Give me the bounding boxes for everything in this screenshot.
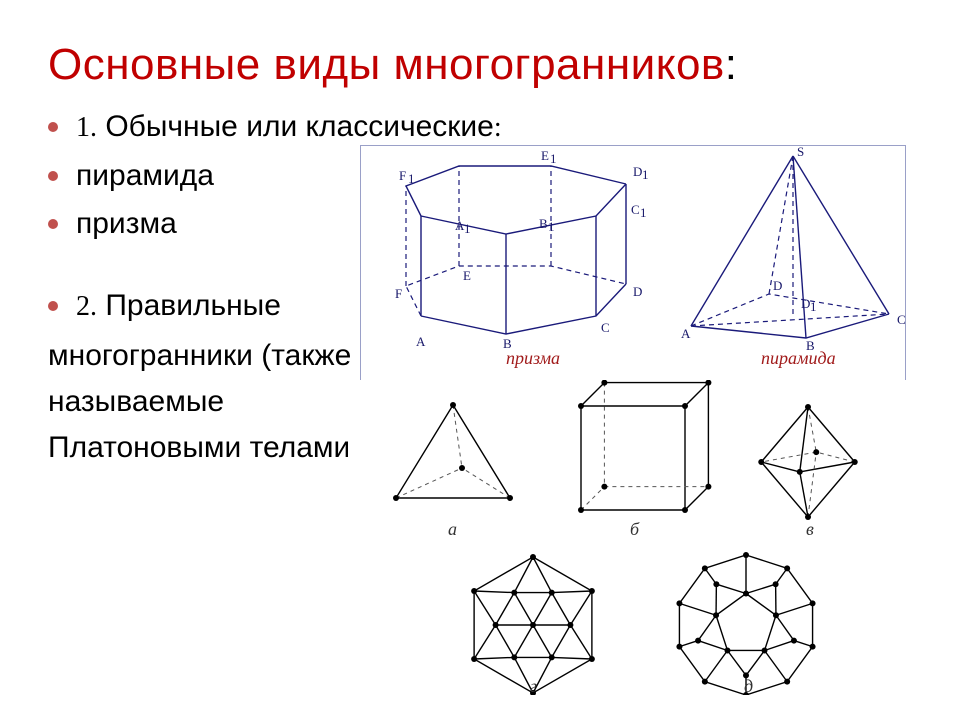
svg-text:б: б	[630, 519, 640, 539]
bullet-icon	[48, 301, 58, 311]
svg-text:пирамида: пирамида	[761, 348, 836, 368]
svg-text:1: 1	[408, 171, 415, 186]
svg-text:S: S	[797, 146, 804, 159]
svg-text:E: E	[463, 268, 471, 283]
figure-prism-pyramid: ABCDEFA1B1C1D1E1F1призмаABCDSD1пирамида	[360, 145, 906, 382]
line-a-1: многогранники	[48, 339, 261, 372]
item-2: 2. Правильные	[76, 287, 281, 326]
list-item: 1. Обычные или классические:	[48, 108, 608, 147]
item-1-text: Обычные или классические	[97, 110, 494, 143]
svg-text:д: д	[744, 676, 753, 695]
svg-text:1: 1	[548, 219, 555, 234]
line-c-text: Платоновыми телами	[48, 431, 350, 464]
svg-text:1: 1	[464, 221, 471, 236]
svg-text:г: г	[530, 676, 537, 695]
prism-pyramid-svg: ABCDEFA1B1C1D1E1F1призмаABCDSD1пирамида	[361, 146, 905, 381]
bullet-icon	[48, 171, 58, 181]
item-pyramid: пирамида	[76, 157, 214, 195]
item-2-num: 2.	[76, 291, 97, 322]
title-colon: :	[725, 40, 738, 89]
line-a-paren: (	[261, 339, 271, 372]
svg-text:B: B	[539, 216, 548, 231]
line-a-2: также	[271, 339, 351, 372]
bullet-icon	[48, 219, 58, 229]
svg-text:D: D	[633, 284, 642, 299]
svg-text:A: A	[681, 326, 691, 341]
svg-text:D: D	[633, 164, 642, 179]
title-text: Основные виды многогранников	[48, 40, 725, 89]
svg-text:C: C	[601, 320, 610, 335]
item-prism: призма	[76, 205, 177, 243]
item-1: 1. Обычные или классические:	[76, 108, 502, 147]
item-1-num: 1.	[76, 112, 97, 143]
svg-text:в: в	[806, 519, 814, 539]
svg-text:C: C	[631, 202, 640, 217]
bullet-icon	[48, 122, 58, 132]
item-2-text: Правильные	[97, 289, 281, 322]
slide-title: Основные виды многогранников:	[48, 40, 738, 90]
platonic-solids-svg: а б в г д	[348, 380, 914, 695]
figure-platonic-solids: а б в г д	[348, 380, 914, 695]
svg-text:D: D	[773, 278, 782, 293]
slide: Основные виды многогранников: 1. Обычные…	[0, 0, 960, 720]
svg-text:F: F	[395, 286, 402, 301]
svg-text:призма: призма	[506, 348, 560, 368]
svg-text:1: 1	[640, 205, 647, 220]
svg-text:1: 1	[810, 299, 817, 314]
svg-text:1: 1	[550, 151, 557, 166]
svg-text:A: A	[416, 334, 426, 349]
svg-text:1: 1	[642, 167, 649, 182]
svg-text:E: E	[541, 148, 549, 163]
svg-text:F: F	[399, 168, 406, 183]
svg-text:D: D	[801, 296, 810, 311]
item-1-colon: :	[494, 112, 502, 143]
svg-text:а: а	[448, 519, 457, 539]
svg-text:C: C	[897, 312, 905, 327]
